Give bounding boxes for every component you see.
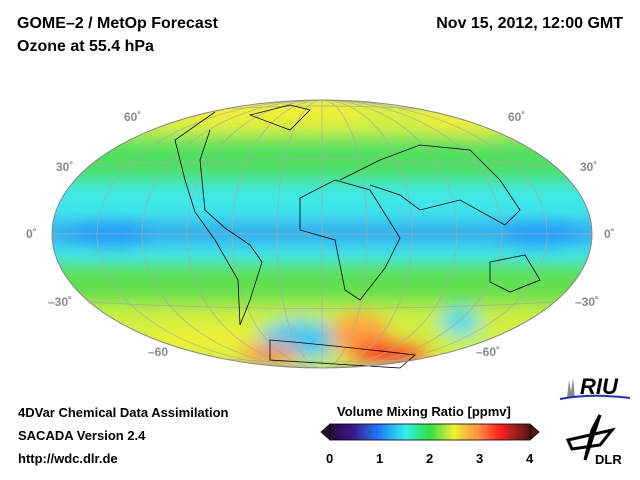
title-line-2: Ozone at 55.4 hPa — [17, 38, 154, 55]
riu-logo-icon — [559, 378, 631, 400]
lat-label-right-60: 60˚ — [508, 110, 526, 124]
footer-url: http://wdc.dlr.de — [18, 451, 118, 466]
lat-label-right-30: 30˚ — [580, 160, 598, 174]
lat-label-right-0: 0˚ — [604, 227, 615, 241]
colorbar — [320, 423, 540, 441]
dlr-logo-icon — [565, 414, 616, 461]
forecast-datetime: Nov 15, 2012, 12:00 GMT — [436, 15, 623, 32]
coastlines — [174, 104, 541, 369]
ozone-field — [52, 100, 592, 368]
colorbar-gradient — [329, 423, 531, 441]
lat-label-left-0: 0˚ — [26, 227, 37, 241]
colorbar-min-arrow — [320, 423, 331, 441]
lat-label-right-minus30: –30˚ — [575, 295, 600, 309]
colorbar-tick-0: 0 — [326, 451, 334, 466]
riu-logo-text: RIU — [580, 374, 618, 399]
dlr-logo-text: DLR — [595, 452, 622, 467]
footer-line-2: SACADA Version 2.4 — [18, 428, 146, 443]
footer-line-1: 4DVar Chemical Data Assimilation — [18, 405, 229, 420]
lat-label-right-minus60: –60˚ — [476, 345, 501, 359]
lat-label-left-30: 30˚ — [56, 160, 74, 174]
colorbar-tick-2: 2 — [426, 451, 434, 466]
colorbar-tick-4: 4 — [526, 451, 534, 466]
colorbar-tick-1: 1 — [376, 451, 384, 466]
lat-label-left-minus30: –30˚ — [48, 295, 73, 309]
map-border — [51, 99, 593, 369]
lat-label-left-60: 60˚ — [124, 110, 142, 124]
colorbar-title: Volume Mixing Ratio [ppmv] — [337, 404, 511, 419]
title-line-1: GOME–2 / MetOp Forecast — [17, 15, 218, 32]
lat-label-left-minus60: –60 — [148, 345, 169, 359]
colorbar-max-arrow — [529, 423, 540, 441]
colorbar-tick-3: 3 — [476, 451, 484, 466]
